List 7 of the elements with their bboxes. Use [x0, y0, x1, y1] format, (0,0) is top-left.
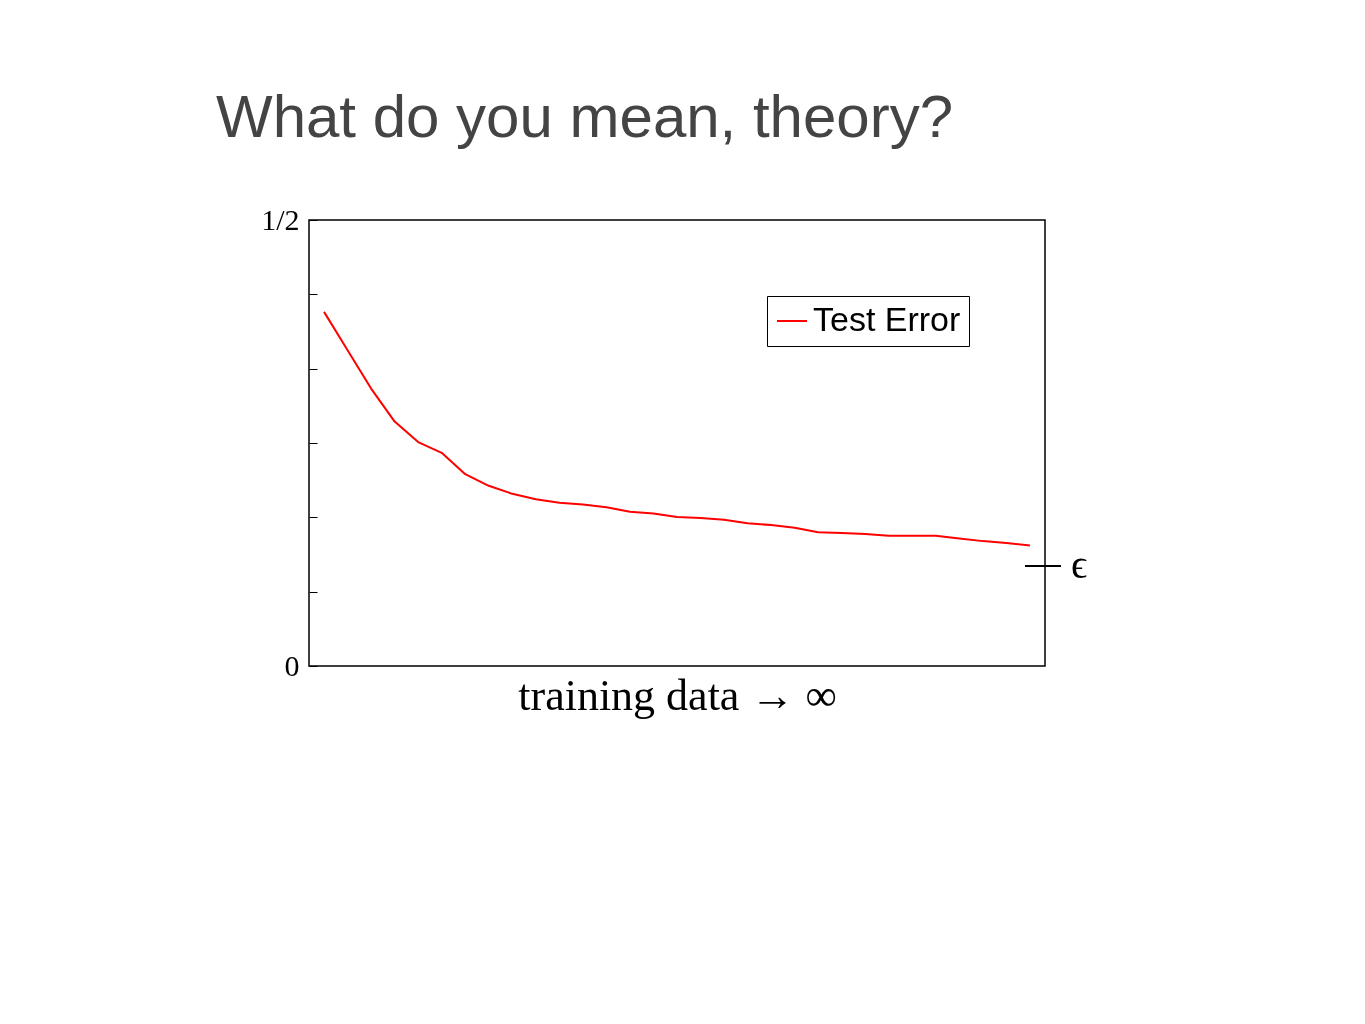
- ref-line-label: ϵ: [1071, 542, 1088, 588]
- line-series: [323, 310, 1031, 547]
- y-tick-label: 1/2: [261, 202, 300, 236]
- x-axis-title: training data → ∞: [518, 670, 837, 720]
- legend-label: Test Error: [813, 300, 961, 338]
- chart-title: What do you mean, theory?: [216, 82, 954, 151]
- y-tick-label: 0: [284, 648, 300, 682]
